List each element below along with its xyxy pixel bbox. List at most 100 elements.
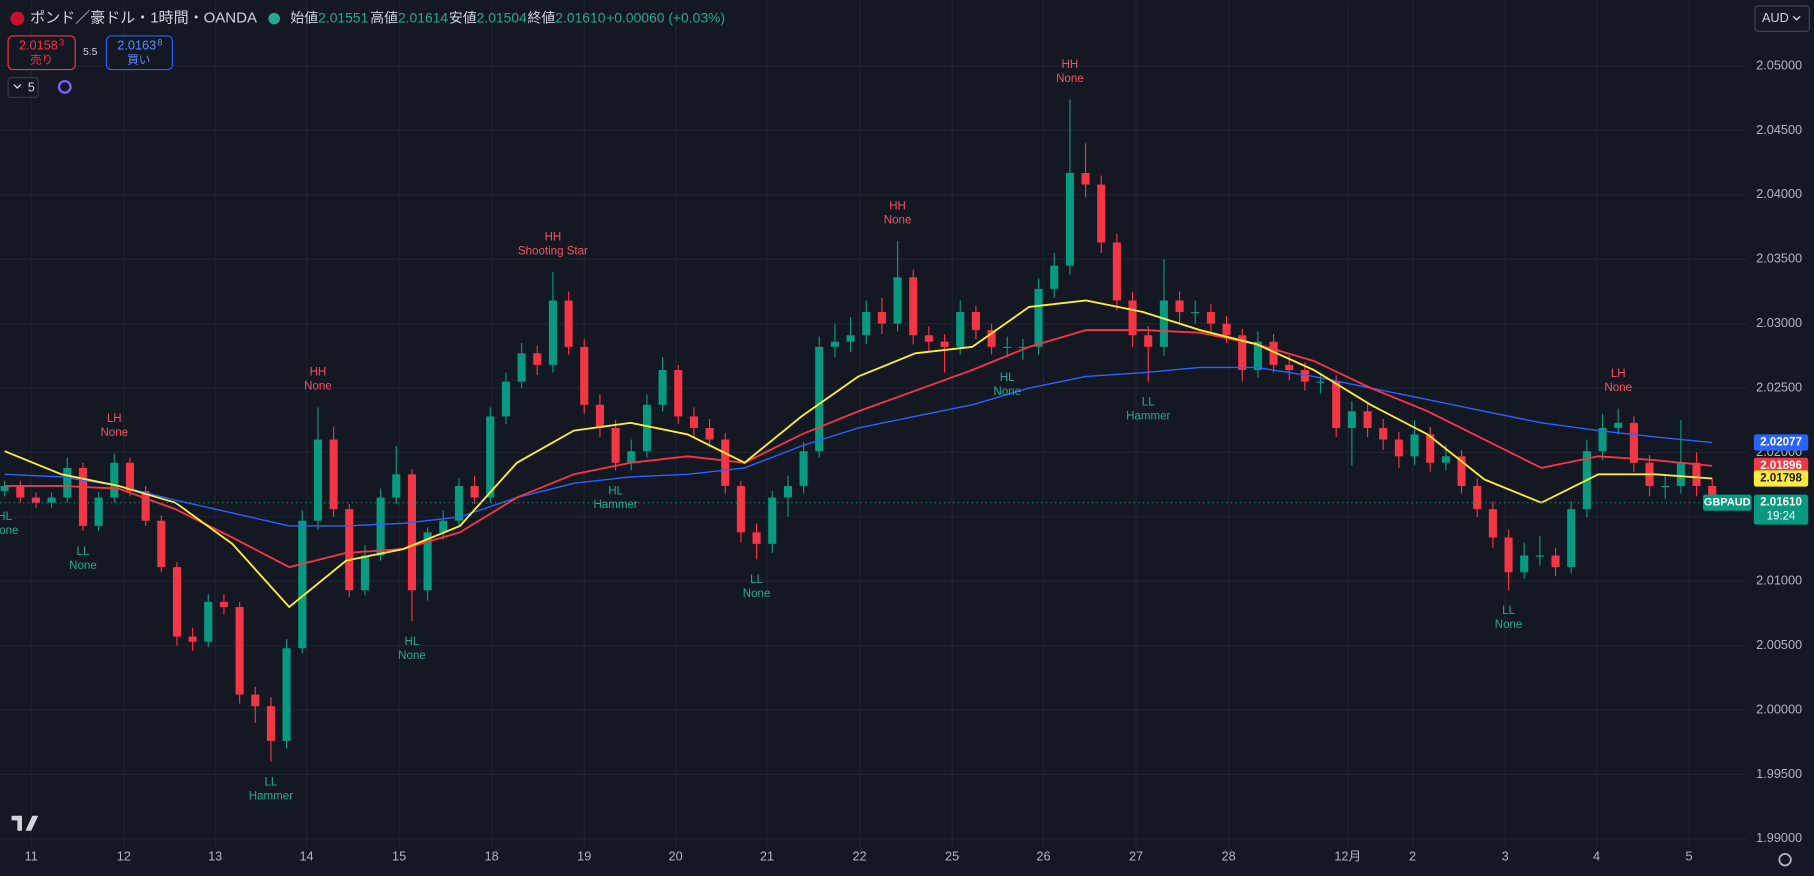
pattern-label: LH — [107, 413, 122, 425]
indicators-toggle[interactable] — [7, 77, 39, 98]
y-tick-label: 1.99500 — [1756, 766, 1802, 781]
x-tick-label: 2 — [1409, 849, 1416, 864]
candle-body — [1269, 341, 1278, 365]
ma-line — [4, 329, 1713, 569]
sell-label: 売り — [30, 53, 53, 66]
candle-body — [345, 509, 354, 591]
candle-body — [830, 341, 839, 347]
ohlc-label: 高値 — [370, 9, 398, 25]
pattern-note: Hammer — [1126, 410, 1170, 422]
x-tick-label: 25 — [945, 849, 959, 864]
currency-label: AUD — [1762, 10, 1789, 25]
buy-label: 買い — [127, 53, 150, 66]
pattern-note: None — [69, 560, 97, 572]
pattern-label: HL — [1000, 372, 1015, 384]
pattern-note: None — [884, 214, 912, 226]
candle-body — [752, 532, 761, 544]
x-tick-label: 28 — [1222, 849, 1236, 864]
candle-body — [219, 601, 228, 608]
candle-body — [1410, 434, 1419, 457]
candle-body — [1708, 485, 1717, 503]
last-price-tag — [1753, 494, 1809, 525]
buy-button[interactable] — [105, 35, 173, 71]
tv-logo[interactable] — [11, 815, 39, 831]
y-tick-label: 2.04000 — [1756, 186, 1802, 201]
sell-button[interactable] — [7, 35, 76, 71]
candle-body — [658, 370, 667, 405]
settings-icon[interactable] — [1778, 853, 1792, 867]
candle-body — [1551, 555, 1560, 568]
candle-body — [862, 312, 871, 336]
candle-body — [1018, 346, 1027, 348]
ma-price-label: 2.01896 — [1760, 460, 1802, 472]
candle-body — [266, 706, 275, 741]
candle-body — [595, 404, 604, 428]
pattern-note: None — [993, 386, 1021, 398]
candle-body — [1034, 288, 1043, 347]
candle-body — [313, 439, 322, 521]
x-tick-label: 5 — [1686, 849, 1693, 864]
sell-price: 2.0158 — [19, 38, 58, 53]
candle-body — [987, 330, 996, 347]
candle-body — [689, 416, 698, 428]
ma-price-label: 2.01798 — [1760, 473, 1802, 485]
pattern-note: None — [1495, 619, 1523, 631]
candle-body — [893, 277, 902, 324]
ohlc-label: 終値 — [528, 9, 556, 25]
candle-body — [1692, 462, 1701, 486]
x-tick-label: 27 — [1129, 849, 1143, 864]
y-tick-label: 2.00500 — [1756, 637, 1802, 652]
candle-body — [1222, 323, 1231, 336]
candle-body — [1426, 434, 1435, 463]
market-status[interactable] — [268, 12, 280, 25]
candle-body — [956, 312, 965, 347]
candle-body — [1144, 335, 1153, 347]
x-tick-label: 13 — [208, 849, 222, 864]
candle-body — [439, 520, 448, 533]
candle-body — [1535, 555, 1544, 557]
pattern-label: HH — [545, 231, 562, 243]
pattern-note: None — [1604, 382, 1632, 394]
y-tick-label: 1.99000 — [1756, 830, 1802, 845]
candle-body — [1504, 537, 1513, 573]
candle-body — [110, 462, 119, 498]
candle-body — [1253, 341, 1262, 371]
candle-body — [1206, 312, 1215, 324]
sell-digit: 3 — [59, 37, 64, 47]
candle-body — [125, 462, 135, 492]
candle-body — [924, 335, 933, 342]
x-tick-label: 3 — [1502, 849, 1509, 864]
symbol-title[interactable]: ポンド／豪ドル・1時間・OANDA — [30, 9, 257, 27]
y-tick-label: 2.01000 — [1756, 573, 1802, 588]
candle-body — [799, 451, 808, 486]
pattern-note: None — [743, 588, 771, 600]
candle-body — [1191, 312, 1200, 314]
candle-body — [407, 474, 416, 591]
pattern-label: LL — [1142, 396, 1155, 408]
candle-body — [1285, 364, 1294, 371]
currency-button[interactable] — [1754, 5, 1810, 32]
ohlc-label: 安値 — [449, 9, 477, 25]
countdown-label: 19:24 — [1767, 511, 1796, 523]
y-tick-label: 2.05000 — [1756, 57, 1802, 72]
candle-body — [1441, 456, 1450, 463]
ma-price-tag — [1753, 470, 1809, 487]
pattern-note: None — [304, 381, 332, 393]
candle-body — [1394, 439, 1403, 457]
ohlc-label: 始値 — [290, 9, 318, 25]
candle-body — [564, 300, 573, 347]
ma-price-tag — [1753, 434, 1809, 451]
candle-body — [454, 485, 463, 521]
candle-body — [1128, 300, 1137, 336]
ohlc-value: 2.01614 — [398, 9, 448, 25]
candle-body — [580, 346, 589, 405]
pattern-label: LL — [265, 776, 278, 788]
pattern-label: HH — [310, 367, 327, 379]
sync-icon[interactable] — [57, 79, 72, 94]
pattern-label: HL — [0, 511, 13, 523]
indicators-count: 5 — [28, 79, 35, 94]
candle-body — [971, 312, 980, 331]
candle-body — [423, 532, 432, 591]
y-tick-label: 2.02500 — [1756, 379, 1802, 394]
